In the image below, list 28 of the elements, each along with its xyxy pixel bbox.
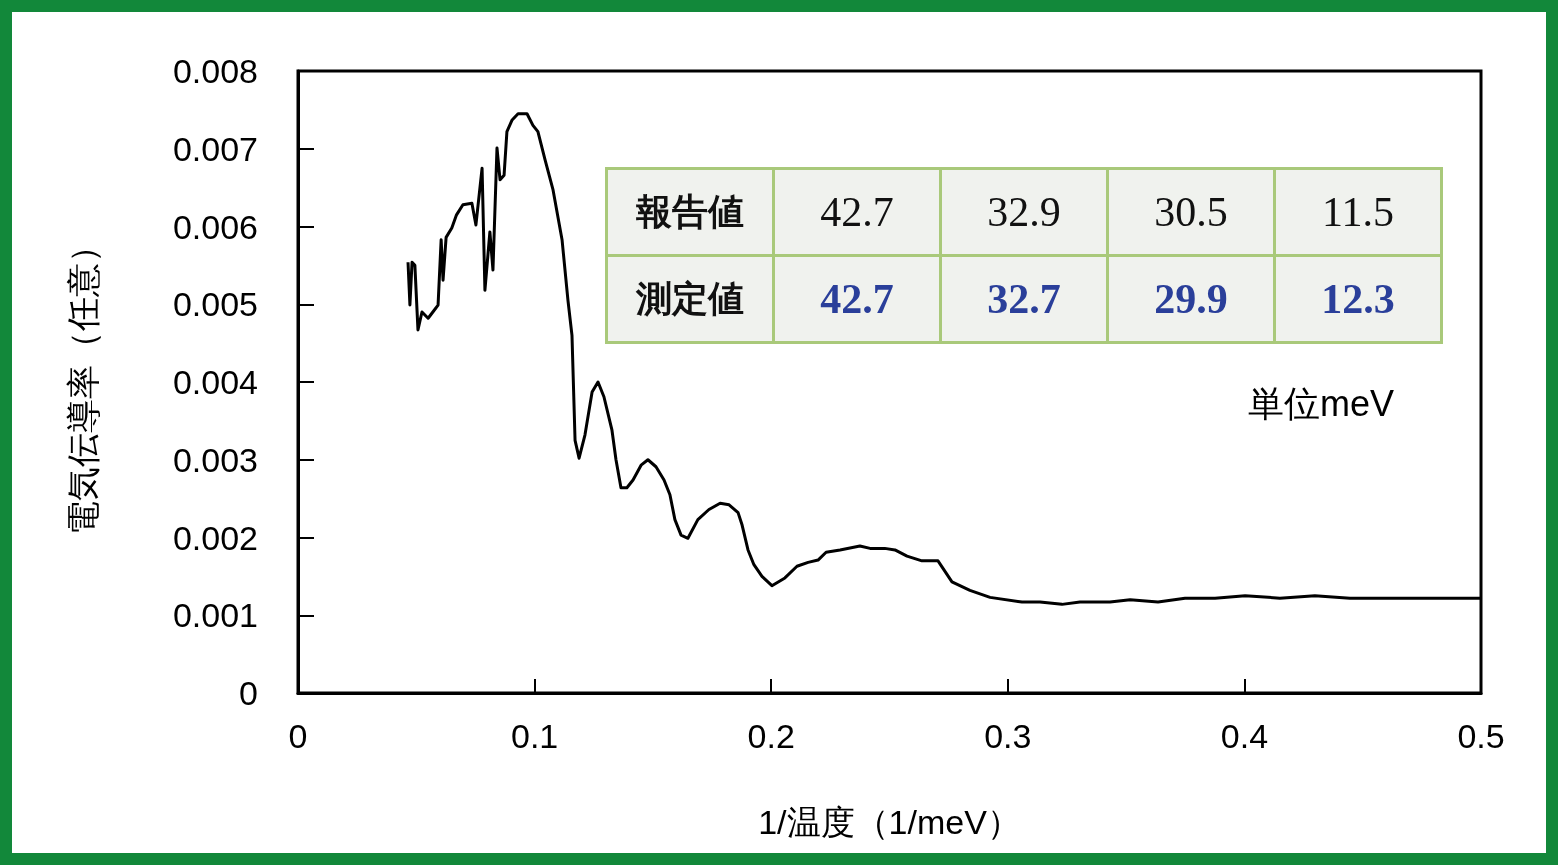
x-tick-label: 0	[288, 717, 308, 755]
y-tick-label: 0.003	[172, 440, 258, 479]
y-tick-label: 0.006	[172, 207, 258, 246]
annotation: 29.9	[1107, 255, 1275, 343]
y-tick-label: 0.004	[172, 363, 258, 401]
annotation: 42.7	[773, 255, 941, 343]
annotation: 11.5	[1274, 168, 1442, 256]
x-axis-title: 1/温度（1/meV）	[758, 803, 1021, 841]
y-tick-label: 0.005	[172, 285, 258, 324]
annotation: 報告値	[606, 168, 774, 256]
y-tick-label: 0.002	[172, 518, 258, 557]
annotation: 42.7	[773, 168, 941, 256]
x-tick-label: 0.2	[747, 717, 795, 755]
y-axis-title: 電気伝導率（任意）	[64, 229, 102, 535]
annotation: 単位meV	[1248, 382, 1395, 426]
x-tick-label: 0.3	[984, 717, 1032, 755]
annotation: 32.7	[940, 255, 1108, 343]
x-tick-label: 0.1	[510, 717, 559, 755]
annotation: 測定値	[606, 255, 774, 343]
annotation: 12.3	[1274, 255, 1442, 343]
y-tick-label: 0.008	[172, 52, 258, 90]
y-tick-label: 0.007	[172, 129, 258, 168]
x-tick-label: 0.5	[1457, 717, 1505, 755]
y-tick-label: 0	[239, 674, 258, 712]
y-tick-label: 0.001	[172, 596, 258, 635]
annotation: 32.9	[940, 168, 1108, 256]
x-tick-label: 0.4	[1220, 717, 1269, 755]
annotation: 30.5	[1107, 168, 1275, 256]
